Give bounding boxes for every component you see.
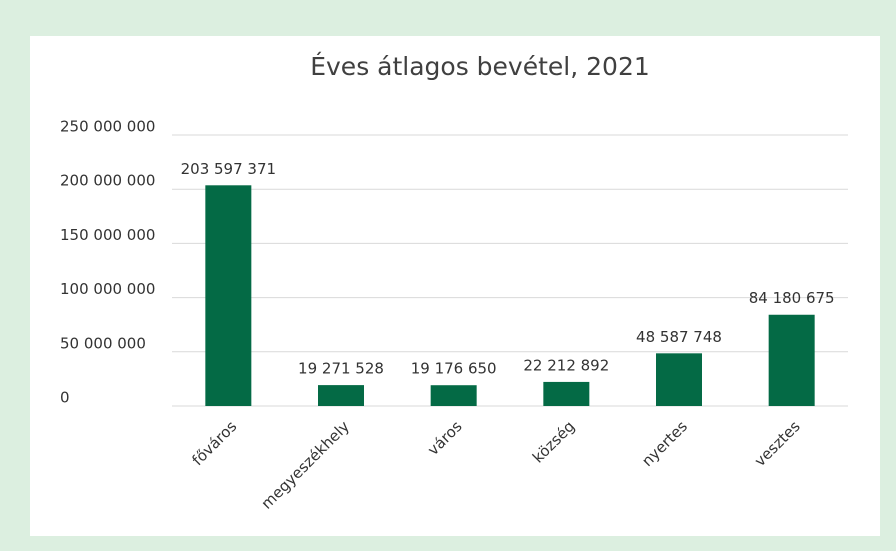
data-label: 22 212 892 — [523, 356, 609, 374]
panel — [30, 36, 880, 536]
data-label: 19 271 528 — [298, 360, 384, 378]
bar — [318, 385, 364, 406]
chart-title: Éves átlagos bevétel, 2021 — [310, 52, 650, 81]
bar — [768, 314, 815, 406]
bar — [205, 185, 252, 406]
y-tick-label: 100 000 000 — [60, 280, 155, 298]
y-tick-label: 150 000 000 — [60, 226, 155, 244]
data-label: 48 587 748 — [636, 328, 722, 346]
y-tick-label: 200 000 000 — [60, 172, 155, 190]
bar — [543, 381, 590, 406]
y-tick-label: 0 — [60, 389, 70, 407]
data-label: 84 180 675 — [749, 289, 835, 307]
y-tick-label: 250 000 000 — [60, 118, 155, 136]
data-label: 203 597 371 — [181, 160, 276, 178]
bar — [656, 353, 702, 406]
data-label: 19 176 650 — [411, 360, 497, 378]
bar — [430, 385, 477, 406]
y-tick-label: 50 000 000 — [60, 334, 146, 352]
